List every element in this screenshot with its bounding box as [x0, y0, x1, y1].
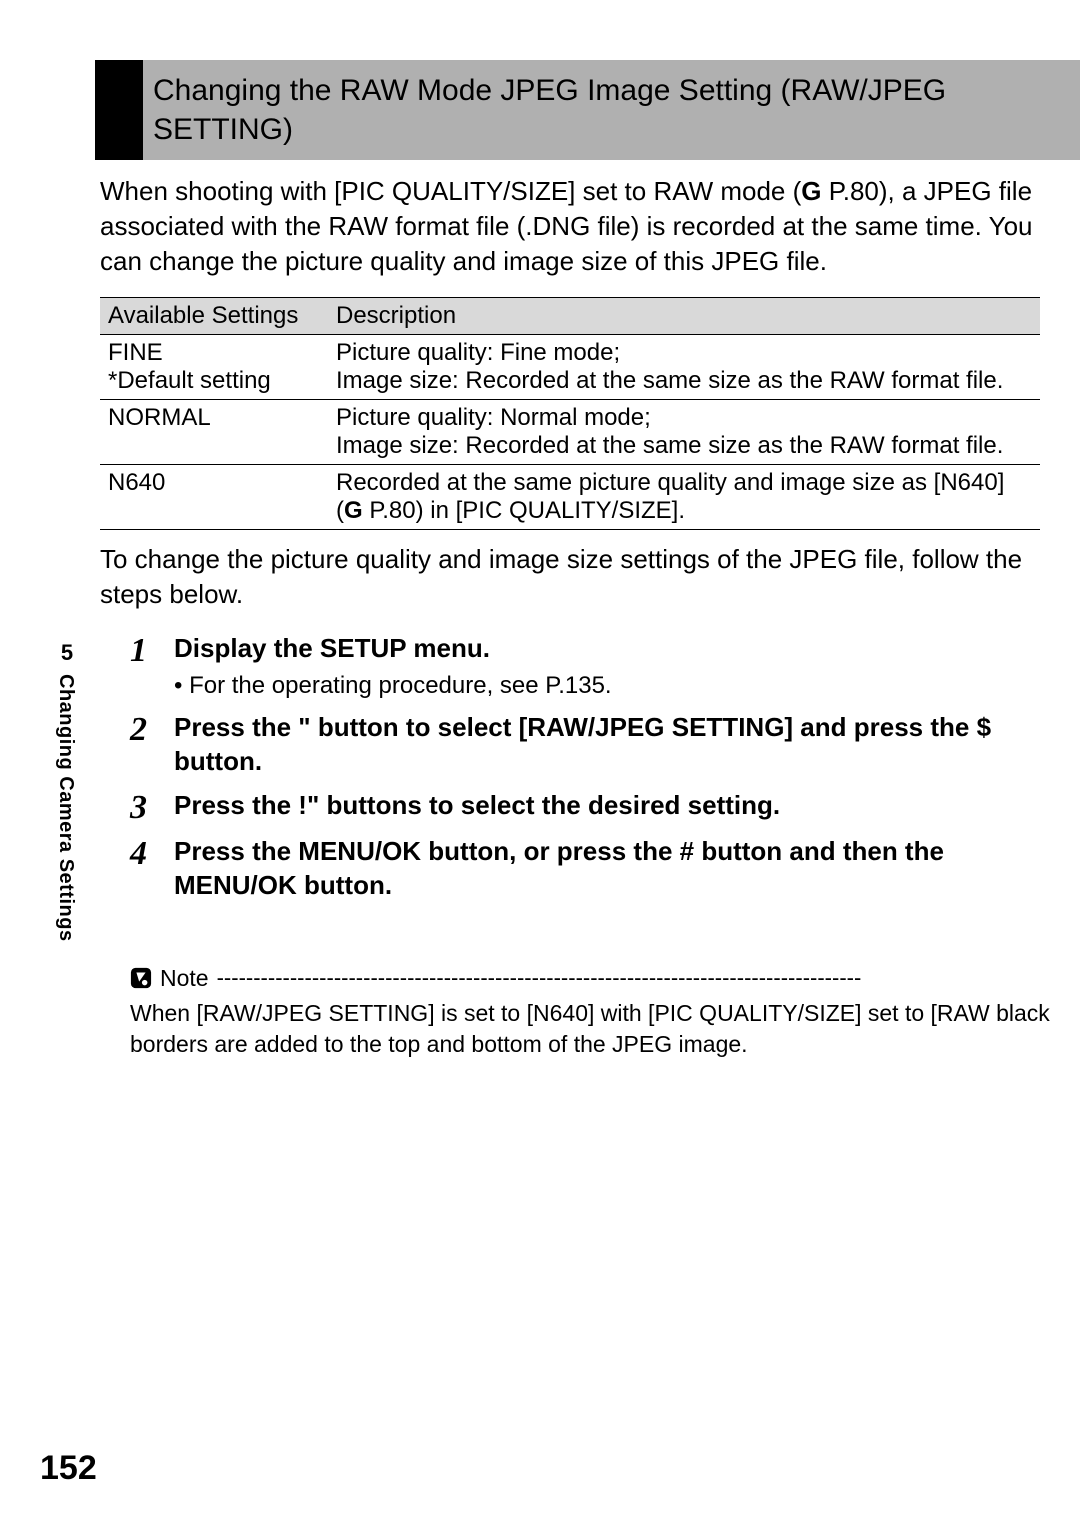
section-title: Changing the RAW Mode JPEG Image Setting…	[153, 71, 1060, 149]
step-body: Press the MENU/OK button, or press the #…	[174, 835, 1040, 903]
table-row: N640 Recorded at the same picture qualit…	[100, 465, 1040, 530]
table-cell-setting: N640	[100, 465, 328, 530]
step-body: Display the SETUP menu. For the operatin…	[174, 632, 612, 701]
step-body: Press the !" buttons to select the desir…	[174, 789, 780, 825]
step-body: Press the " button to select [RAW/JPEG S…	[174, 711, 1040, 779]
note-body: When [RAW/JPEG SETTING] is set to [N640]…	[130, 998, 1080, 1060]
note-icon	[130, 967, 152, 989]
table-row: NORMAL Picture quality: Normal mode; Ima…	[100, 400, 1040, 465]
step-title: Press the !" buttons to select the desir…	[174, 789, 780, 823]
table-header-settings: Available Settings	[100, 298, 328, 335]
setting-name: N640	[108, 469, 165, 496]
desc-line-post: P.80) in [PIC QUALITY/SIZE].	[363, 497, 685, 524]
settings-table: Available Settings Description FINE *Def…	[100, 297, 1040, 530]
title-black-bar	[95, 60, 143, 160]
chapter-label: Changing Camera Settings	[54, 674, 77, 942]
desc-line: Image size: Recorded at the same size as…	[336, 367, 1003, 394]
table-cell-description: Picture quality: Normal mode; Image size…	[328, 400, 1040, 465]
table-header-row: Available Settings Description	[100, 298, 1040, 335]
page-number: 152	[40, 1449, 97, 1488]
step-item: 2 Press the " button to select [RAW/JPEG…	[130, 711, 1040, 779]
table-cell-setting: NORMAL	[100, 400, 328, 465]
setting-name: NORMAL	[108, 404, 211, 431]
chapter-number: 5	[54, 640, 80, 666]
setting-name: FINE	[108, 339, 163, 366]
pointer-icon: G	[801, 176, 821, 206]
intro-paragraph: When shooting with [PIC QUALITY/SIZE] se…	[100, 174, 1040, 279]
step-subtext: For the operating procedure, see P.135.	[188, 670, 612, 701]
table-row: FINE *Default setting Picture quality: F…	[100, 335, 1040, 400]
step-title: Press the MENU/OK button, or press the #…	[174, 835, 1040, 903]
table-cell-setting: FINE *Default setting	[100, 335, 328, 400]
intro-text-pre: When shooting with [PIC QUALITY/SIZE] se…	[100, 176, 801, 206]
step-item: 1 Display the SETUP menu. For the operat…	[130, 632, 1040, 701]
step-number: 2	[130, 711, 160, 779]
table-cell-description: Picture quality: Fine mode; Image size: …	[328, 335, 1040, 400]
note-dashes: ----------------------------------------…	[217, 963, 1080, 993]
table-cell-description: Recorded at the same picture quality and…	[328, 465, 1040, 530]
step-number: 4	[130, 835, 160, 903]
note-header: Note -----------------------------------…	[130, 963, 1080, 994]
desc-line: Image size: Recorded at the same size as…	[336, 432, 1003, 459]
setting-default-note: *Default setting	[108, 367, 271, 394]
step-title: Display the SETUP menu.	[174, 632, 612, 666]
desc-line: Picture quality: Fine mode;	[336, 339, 620, 366]
sidebar-label: 5 Changing Camera Settings	[54, 640, 80, 942]
step-title: Press the " button to select [RAW/JPEG S…	[174, 711, 1040, 779]
table-header-description: Description	[328, 298, 1040, 335]
steps-list: 1 Display the SETUP menu. For the operat…	[130, 632, 1040, 902]
note-block: Note -----------------------------------…	[130, 963, 1080, 1060]
desc-line: Picture quality: Normal mode;	[336, 404, 651, 431]
step-item: 4 Press the MENU/OK button, or press the…	[130, 835, 1040, 903]
pointer-icon: G	[344, 497, 363, 524]
section-title-block: Changing the RAW Mode JPEG Image Setting…	[95, 60, 1080, 160]
after-table-paragraph: To change the picture quality and image …	[100, 542, 1040, 612]
title-gray-bar: Changing the RAW Mode JPEG Image Setting…	[143, 60, 1080, 160]
step-number: 1	[130, 632, 160, 701]
step-item: 3 Press the !" buttons to select the des…	[130, 789, 1040, 825]
manual-page: Changing the RAW Mode JPEG Image Setting…	[0, 0, 1080, 1528]
step-number: 3	[130, 789, 160, 825]
note-label: Note	[160, 963, 209, 994]
